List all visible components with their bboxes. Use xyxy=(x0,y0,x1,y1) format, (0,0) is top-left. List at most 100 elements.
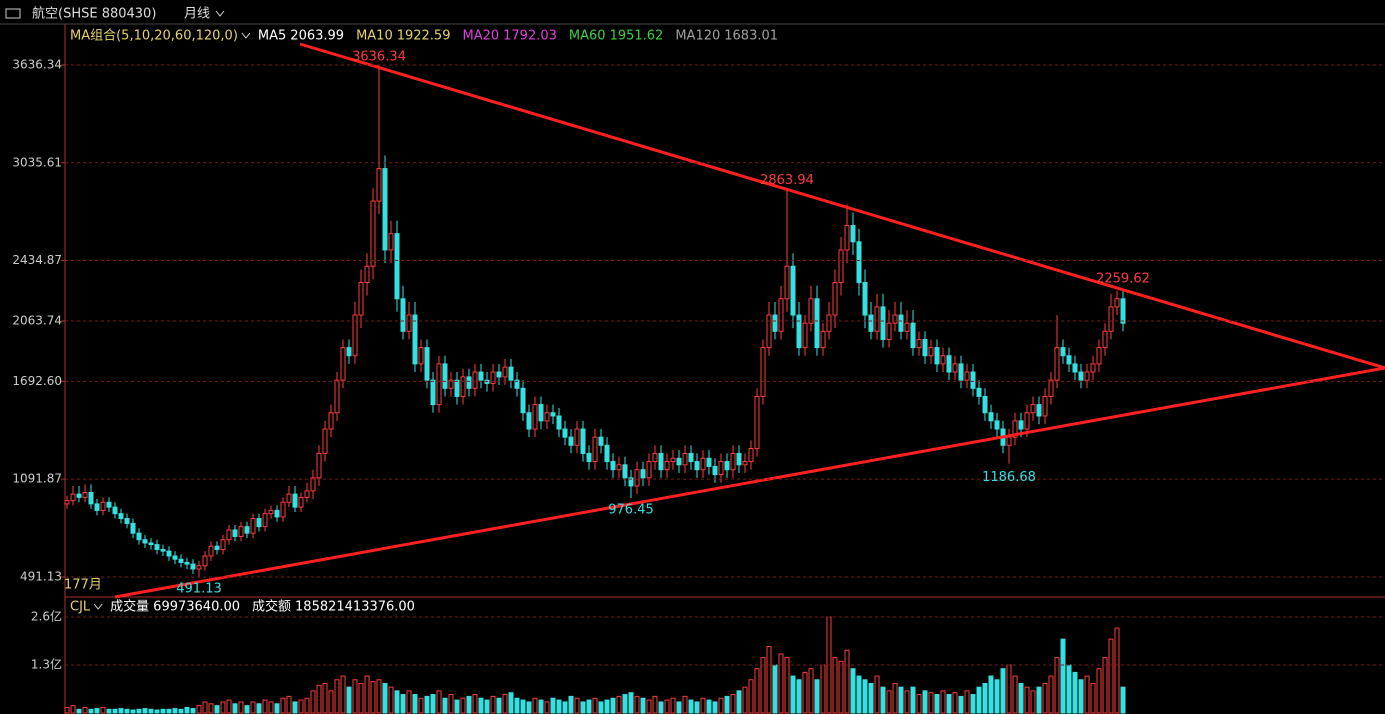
candle-body xyxy=(580,428,586,454)
candle-body xyxy=(124,518,130,524)
volume-bar xyxy=(790,675,796,714)
volume-bar xyxy=(946,694,952,714)
volume-bar xyxy=(820,664,826,714)
candle-body xyxy=(184,561,190,565)
candle-body xyxy=(232,529,238,537)
volume-bar xyxy=(328,690,334,714)
volume-bar xyxy=(1114,627,1120,714)
volume-bar xyxy=(724,695,730,714)
volume-bar xyxy=(184,706,190,714)
candle-body xyxy=(832,282,838,316)
volume-bar xyxy=(706,699,712,714)
volume-bar xyxy=(538,699,544,714)
volume-bar xyxy=(418,697,424,714)
candle-body xyxy=(736,452,742,466)
volume-bar xyxy=(1018,682,1024,714)
candle-body xyxy=(970,371,976,389)
candle-body xyxy=(682,452,688,466)
candle-body xyxy=(988,412,994,422)
volume-bar xyxy=(658,701,664,714)
candle-body xyxy=(292,493,298,508)
trend-line-lower xyxy=(114,366,1385,599)
volume-bar xyxy=(130,709,136,714)
candle-body xyxy=(508,366,514,381)
candle-body xyxy=(916,338,922,349)
volume-bar xyxy=(904,690,910,714)
dropdown-arrow[interactable] xyxy=(215,10,225,17)
volume-bar xyxy=(358,682,364,714)
candle-body xyxy=(574,428,580,446)
candle-body xyxy=(94,503,100,511)
candle-body xyxy=(748,448,754,463)
volume-bar xyxy=(550,697,556,714)
volume-bar xyxy=(1120,686,1126,714)
volume-bar xyxy=(580,701,586,714)
candle-body xyxy=(718,461,724,476)
legend-name: MA20 xyxy=(462,29,499,44)
candle-body xyxy=(418,347,424,365)
volume-bar xyxy=(322,682,328,714)
candle-body xyxy=(796,314,802,349)
candle-body xyxy=(784,265,790,300)
candle-body xyxy=(406,314,412,332)
volume-bar xyxy=(928,692,934,714)
legend-value: 1792.03 xyxy=(503,29,557,44)
candle-body xyxy=(886,322,892,340)
candle-body xyxy=(1048,379,1054,397)
volume-bar xyxy=(190,708,196,714)
legend-value: 1922.59 xyxy=(397,29,451,44)
volume-bar xyxy=(1054,657,1060,714)
volume-bar xyxy=(766,646,772,714)
candle-body xyxy=(814,298,820,349)
candle-body xyxy=(1102,330,1108,349)
volume-bar xyxy=(532,697,538,714)
volume-bar xyxy=(934,694,940,714)
candle-body xyxy=(142,539,148,544)
link-icon[interactable] xyxy=(5,8,21,19)
legend-name: 成交额 xyxy=(252,599,291,615)
volume-bar xyxy=(280,697,286,714)
candle-body xyxy=(370,200,376,267)
candle-body xyxy=(790,265,796,316)
price-annotation: 2259.62 xyxy=(1096,272,1150,287)
candle-body xyxy=(766,314,772,349)
volume-bar xyxy=(70,705,76,714)
candle-body xyxy=(646,461,652,479)
volume-bar xyxy=(244,705,250,714)
candle-body xyxy=(274,509,280,518)
volume-bar xyxy=(406,690,412,714)
volume-bar xyxy=(952,692,958,714)
period-selector[interactable]: 月线 xyxy=(184,7,210,22)
volume-bar xyxy=(910,686,916,714)
volume-bar xyxy=(376,679,382,714)
volume-bar xyxy=(424,695,430,714)
candle-body xyxy=(82,491,88,498)
candle-body xyxy=(616,464,622,471)
y-tick-label: 2063.74 xyxy=(12,313,62,327)
candle-body xyxy=(442,363,448,389)
volume-bar xyxy=(196,705,202,714)
candle-body xyxy=(226,529,232,541)
candle-body xyxy=(340,347,346,381)
volume-bar xyxy=(64,706,70,714)
candle-body xyxy=(1054,347,1060,381)
price-annotation: 1186.68 xyxy=(982,470,1036,485)
price-annotation: 976.45 xyxy=(608,502,654,517)
candle-body xyxy=(994,420,1000,430)
candle-body xyxy=(904,322,910,332)
volume-bar xyxy=(622,694,628,714)
volume-bar xyxy=(730,694,736,714)
volume-bar xyxy=(856,675,862,714)
volume-bar xyxy=(628,692,634,714)
volume-bar xyxy=(340,675,346,714)
volume-bar xyxy=(448,694,454,714)
volume-bar xyxy=(976,686,982,714)
volume-bar xyxy=(1096,668,1102,714)
volume-bar xyxy=(520,699,526,714)
volume-bar xyxy=(556,699,562,714)
volume-bar xyxy=(466,695,472,714)
candle-body xyxy=(820,330,826,349)
candle-body xyxy=(160,548,166,552)
candle-body xyxy=(478,371,484,381)
volume-bar xyxy=(694,701,700,714)
